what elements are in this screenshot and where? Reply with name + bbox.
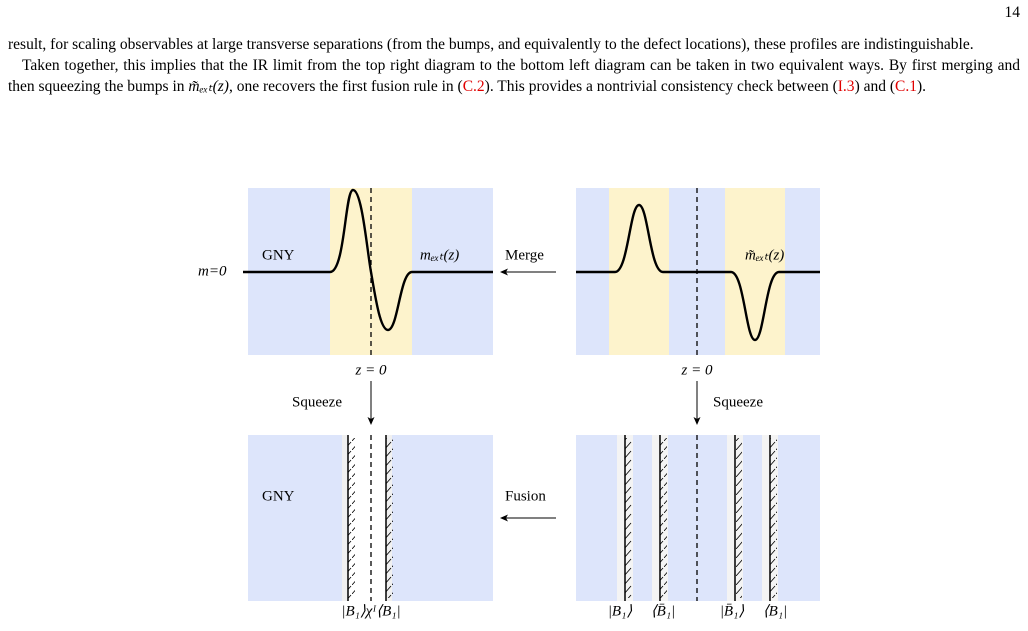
reference-link[interactable]: I.3 [837,78,855,95]
merge-label: Merge [505,247,544,263]
panel [576,435,820,601]
paragraph: result, for scaling observables at large… [8,34,1020,55]
hatching [386,438,393,598]
hatching [348,438,355,598]
defect-label: ⟨B₁| [763,603,787,619]
profile-label: mₑₓₜ(z) [420,247,459,263]
text-run: ). This provides a nontrivial consistenc… [484,78,838,95]
region-label: GNY [262,488,295,504]
defect-label: |B₁⟩χᴵ⟨B₁| [341,603,400,619]
text-run: ). [916,78,927,95]
bump-region [609,188,669,355]
region-label: GNY [262,247,295,263]
reference-link[interactable]: C.2 [462,78,485,95]
hatching [770,438,777,598]
reference-link[interactable]: C.1 [895,78,917,95]
profile-curve [243,188,493,332]
body-text: result, for scaling observables at large… [8,34,1020,97]
origin-label: z = 0 [355,362,387,378]
arrow-head [367,417,375,425]
defect-label: |B₁⟩ [608,603,633,619]
defect-label: |B̄₁⟩ [720,603,745,619]
origin-label: z = 0 [681,362,713,378]
page-number: 14 [1004,4,1021,21]
profile-curve [576,203,820,342]
arrow-head [500,268,508,276]
text-run: Taken together, this implies that the IR… [8,57,1020,95]
defect-label: ⟨B̄₁| [651,603,675,619]
hatching [625,438,632,598]
fusion-label: Fusion [505,488,546,504]
paragraph: Taken together, this implies that the IR… [8,55,1020,97]
squeeze-label: Squeeze [713,394,763,410]
profile-label: m̃ₑₓₜ(z) [745,247,784,263]
defect-strip [342,435,348,601]
text-run: ) and ( [854,78,896,95]
hatching [660,438,667,598]
text-run: , one recovers the first fusion rule in … [228,78,463,95]
text-run: result, for scaling observables at large… [8,36,974,53]
baseline-label: m=0 [198,263,227,279]
bump-region [725,188,785,355]
hatching [735,438,742,598]
squeeze-label: Squeeze [292,394,342,410]
inline-math: m̃ₑₓₜ(z) [188,78,229,95]
arrow-head [693,417,701,425]
arrow-head [500,514,508,522]
